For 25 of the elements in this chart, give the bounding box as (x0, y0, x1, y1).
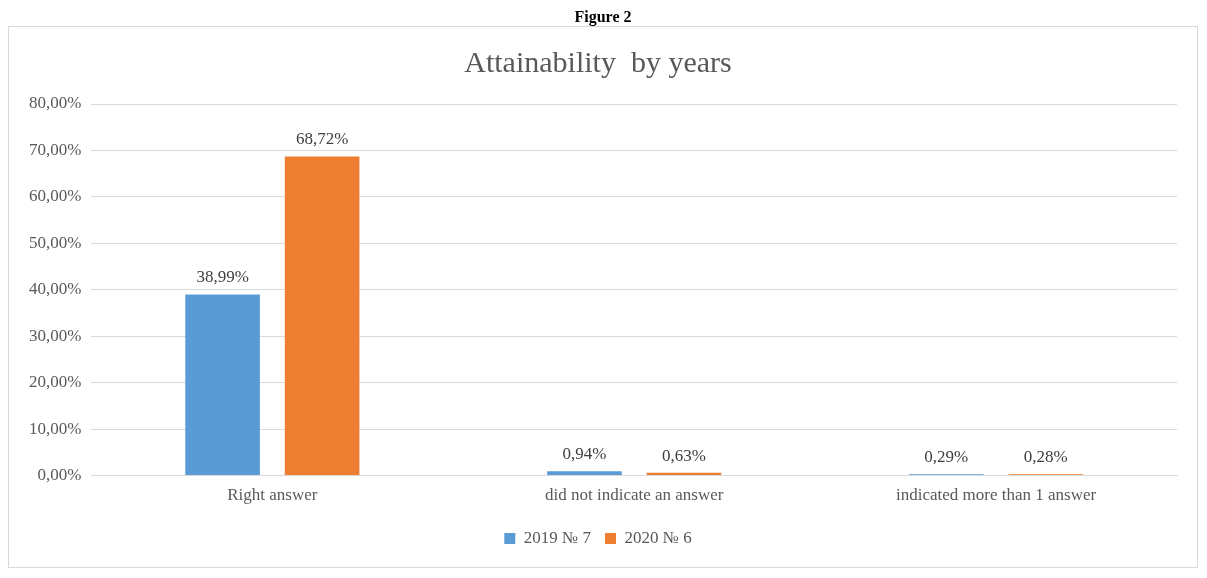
data-label: 68,72% (295, 129, 349, 149)
legend-label: 2019 № 7 (523, 527, 592, 547)
x-tick-label: indicated more than 1 answer (895, 485, 1097, 505)
bar (185, 294, 260, 476)
y-tick-label: 10,00% (28, 418, 82, 438)
data-label: 0,28% (1023, 447, 1068, 467)
y-tick-label: 40,00% (28, 279, 82, 299)
chart-title: Attainability by years (464, 44, 732, 78)
y-tick-label: 50,00% (28, 232, 82, 252)
bar (284, 156, 360, 476)
bar (547, 471, 622, 476)
data-label: 38,99% (196, 267, 249, 287)
y-tick-label: 60,00% (28, 186, 82, 206)
y-tick-label: 20,00% (28, 372, 82, 392)
x-tick-label: Right answer (227, 485, 318, 505)
legend-label: 2020 № 6 (624, 527, 692, 547)
y-tick-label: 80,00% (28, 93, 82, 113)
y-tick-label: 30,00% (28, 325, 82, 345)
x-tick-label: did not indicate an answer (544, 485, 724, 505)
data-label: 0,63% (662, 445, 706, 465)
y-tick-label: 70,00% (28, 139, 82, 159)
caption: Figure 2 (573, 8, 633, 26)
data-label: 0,29% (924, 447, 969, 467)
y-tick-label: 0,00% (37, 465, 82, 485)
data-label: 0,94% (562, 444, 607, 464)
